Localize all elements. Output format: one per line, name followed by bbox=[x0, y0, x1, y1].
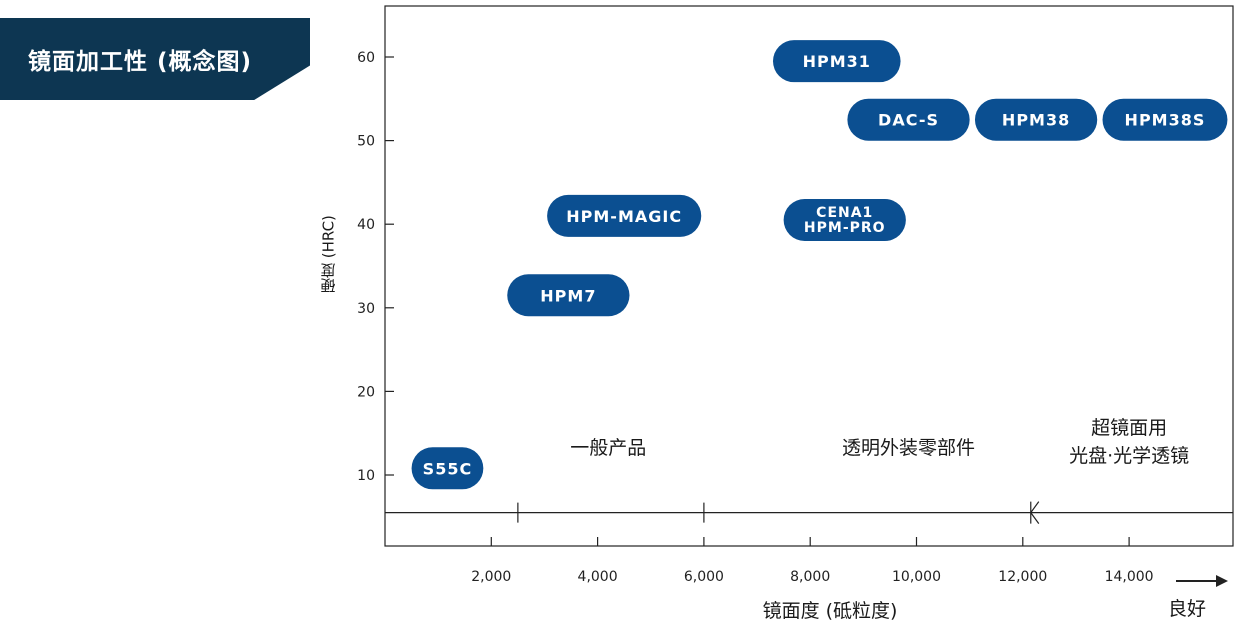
x-tick-label: 6,000 bbox=[684, 569, 724, 585]
x-tick-label: 8,000 bbox=[790, 569, 830, 585]
x-tick-label: 12,000 bbox=[998, 569, 1047, 585]
grade-pill bbox=[847, 98, 970, 141]
grade-pill bbox=[507, 274, 630, 317]
y-tick-label: 20 bbox=[357, 384, 375, 400]
y-tick-label: 60 bbox=[357, 50, 375, 66]
grade-label: HPM31 bbox=[803, 52, 871, 71]
x-tick-label: 14,000 bbox=[1105, 569, 1154, 585]
y-tick-label: 10 bbox=[357, 468, 375, 484]
x-axis-label: 镜面度 (砥粒度) bbox=[762, 600, 898, 622]
arrow-right-icon bbox=[1176, 575, 1228, 587]
x-direction-label: 良好 bbox=[1168, 598, 1207, 620]
grade-label: S55C bbox=[423, 459, 473, 478]
grade-label-line: CENA1 bbox=[816, 205, 873, 221]
chart-title-banner: 镜面加工性 (概念图) bbox=[0, 18, 310, 100]
grade-label: DAC-S bbox=[878, 111, 939, 130]
zone-label: 一般产品 bbox=[570, 437, 647, 459]
grade-pill bbox=[783, 199, 906, 242]
grade-label: HPM38S bbox=[1125, 111, 1206, 130]
y-tick-label: 50 bbox=[357, 134, 375, 150]
grade-label: CENA1 HPM-PRO bbox=[804, 205, 886, 236]
y-axis-label: 硬度 (HRC) bbox=[319, 215, 338, 293]
grade-pill bbox=[547, 194, 702, 237]
grade-label: HPM38 bbox=[1002, 111, 1070, 130]
x-tick-label: 2,000 bbox=[471, 569, 511, 585]
zone-label: 透明外装零部件 bbox=[842, 437, 976, 459]
zone-label: 超镜面用 光盘·光学透镜 bbox=[1069, 417, 1190, 467]
x-tick-label: 4,000 bbox=[578, 569, 618, 585]
grade-pill bbox=[411, 447, 484, 490]
grade-pill bbox=[772, 40, 901, 83]
grade-label: HPM7 bbox=[540, 286, 596, 305]
x-tick-label: 10,000 bbox=[892, 569, 941, 585]
y-tick-label: 30 bbox=[357, 301, 375, 317]
grade-label-line: HPM-PRO bbox=[804, 220, 886, 236]
y-tick-label: 40 bbox=[357, 217, 375, 233]
grade-pill bbox=[974, 98, 1098, 141]
grade-pill bbox=[1102, 98, 1228, 141]
plot-frame bbox=[384, 5, 1234, 547]
grade-label: HPM-MAGIC bbox=[566, 207, 682, 226]
